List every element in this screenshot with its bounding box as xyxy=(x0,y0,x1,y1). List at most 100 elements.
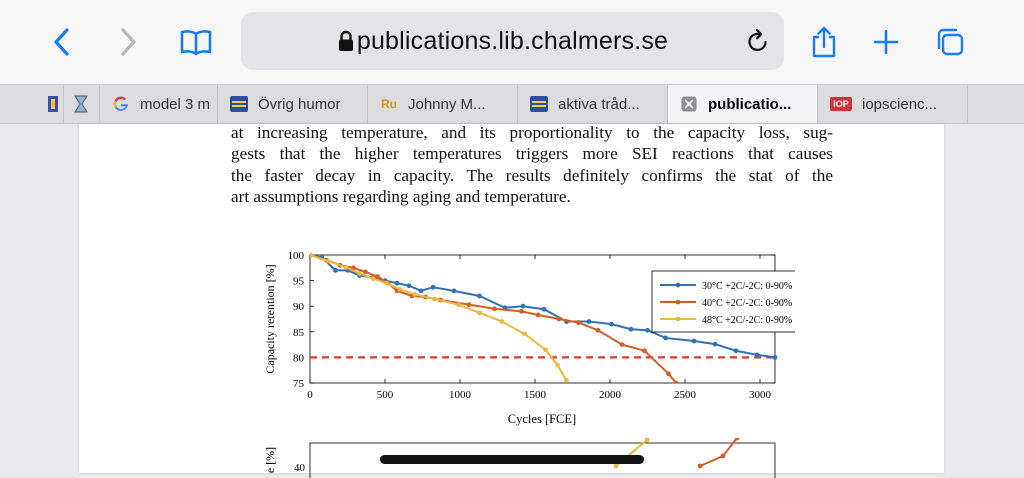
capacity-retention-chart: 0 500 1000 1500 2000 2500 3000 75 80 85 90 95 100 Ca… xyxy=(263,250,795,426)
paragraph-line: the faster decay in capacity. The result… xyxy=(231,165,833,185)
tab-bar: model 3 m Övrig humor Ru Johnny M... akt… xyxy=(0,84,1024,124)
data-point xyxy=(691,338,697,344)
data-point xyxy=(666,371,671,377)
tab-label: iopscienc... xyxy=(862,95,938,113)
x-tick-label: 3000 xyxy=(749,389,772,401)
data-point xyxy=(586,319,592,324)
data-point xyxy=(432,296,437,302)
series-line xyxy=(310,254,568,381)
legend-marker xyxy=(675,282,681,288)
tabs-icon xyxy=(937,28,964,56)
data-point xyxy=(564,378,569,383)
y-tick-label: 80 xyxy=(293,352,305,364)
legend-label: 40°C +2C/-2C: 0-90% xyxy=(702,298,792,309)
legend: 30°C +2C/-2C: 0-90% 40°C +2C/-2C: 0-90% 48… xyxy=(651,270,795,333)
lock-icon xyxy=(339,30,353,51)
tab-label: Övrig humor xyxy=(258,95,341,113)
tab-johnny[interactable]: Ru Johnny M... xyxy=(368,85,518,123)
address-bar[interactable]: publications.lib.chalmers.se xyxy=(241,12,784,70)
close-icon[interactable] xyxy=(680,95,698,113)
y-axis-label: Capacity retention [%] xyxy=(263,264,277,373)
tab-ovrig-humor[interactable]: Övrig humor xyxy=(218,85,368,123)
tab-label: aktiva tråd... xyxy=(558,95,640,113)
data-point xyxy=(613,463,619,469)
share-icon xyxy=(812,26,836,58)
data-point xyxy=(520,303,526,309)
data-point xyxy=(451,288,457,294)
x-tick-label: 1000 xyxy=(449,389,472,401)
data-point xyxy=(406,283,412,289)
data-point xyxy=(397,286,403,292)
data-point xyxy=(712,341,718,347)
y-tick-label: 40 xyxy=(294,462,306,474)
series-line xyxy=(699,438,738,467)
forum-icon xyxy=(530,95,548,113)
data-point xyxy=(535,312,541,318)
tab-aktiva-tradar[interactable]: aktiva tråd... xyxy=(518,85,668,123)
google-icon xyxy=(112,95,130,113)
data-point xyxy=(673,380,679,383)
data-point xyxy=(418,288,424,294)
paragraph-line: art assumptions regarding aging and temp… xyxy=(231,186,571,206)
plot-frame xyxy=(309,442,776,478)
tab-google[interactable]: model 3 m xyxy=(100,85,218,123)
new-tab-button[interactable] xyxy=(864,20,908,64)
data-point xyxy=(343,264,349,270)
y-tick-label: 85 xyxy=(293,327,305,339)
x-tick-label: 2500 xyxy=(674,389,697,401)
x-tick-label: 500 xyxy=(377,389,394,401)
data-point xyxy=(576,320,581,325)
tab-iopscience[interactable]: IOP iopscienc... xyxy=(818,85,968,123)
data-point xyxy=(375,274,380,279)
data-point xyxy=(663,335,668,341)
data-point xyxy=(733,348,739,354)
book-icon xyxy=(180,30,212,56)
data-point xyxy=(325,258,331,264)
bookmark-icon xyxy=(44,95,62,113)
tab-publications[interactable]: publicatio... xyxy=(668,85,818,123)
x-tick-label: 2000 xyxy=(599,389,622,401)
forward-button[interactable] xyxy=(105,20,149,64)
chevron-left-icon xyxy=(54,28,69,56)
data-point xyxy=(477,310,482,316)
data-point xyxy=(754,352,760,358)
tab-overview-button[interactable] xyxy=(928,20,972,64)
back-button[interactable] xyxy=(41,20,85,64)
data-point xyxy=(541,306,547,312)
data-point xyxy=(370,276,376,281)
data-point xyxy=(543,347,548,353)
tab-label: model 3 m xyxy=(140,95,211,113)
data-point xyxy=(619,342,625,347)
legend-label: 48°C +2C/-2C: 0-90% xyxy=(702,315,792,326)
data-point xyxy=(363,269,368,275)
browser-toolbar: publications.lib.chalmers.se xyxy=(0,0,1024,84)
x-axis-label: Cycles [FCE] xyxy=(508,412,576,426)
ru-icon: Ru xyxy=(381,97,397,111)
hourglass-icon xyxy=(72,95,90,113)
legend-label: 30°C +2C/-2C: 0-90% xyxy=(702,281,792,292)
data-point xyxy=(556,316,562,322)
x-tick-label: 0 xyxy=(307,389,313,401)
data-point xyxy=(697,463,703,469)
y-tick-label: 75 xyxy=(293,378,305,390)
tab-bookmark[interactable] xyxy=(36,85,64,123)
data-point xyxy=(456,302,461,308)
share-button[interactable] xyxy=(802,20,846,64)
tab-hourglass[interactable] xyxy=(64,85,100,123)
reload-icon[interactable] xyxy=(746,28,770,54)
paragraph-line: at increasing temperature, and its propo… xyxy=(231,123,833,142)
bookmarks-button[interactable] xyxy=(174,20,218,64)
forum-icon xyxy=(230,95,248,113)
data-point xyxy=(394,280,400,286)
body-paragraph: at increasing temperature, and its propo… xyxy=(231,122,833,207)
y-tick-label: 95 xyxy=(293,276,305,288)
data-point xyxy=(628,326,634,332)
tab-label: Johnny M... xyxy=(408,95,486,113)
data-point xyxy=(351,265,356,271)
data-point xyxy=(333,267,338,273)
y-tick-label: 90 xyxy=(293,301,305,313)
home-indicator[interactable] xyxy=(380,455,644,464)
data-point xyxy=(734,438,740,441)
data-point xyxy=(720,453,726,459)
data-point xyxy=(499,319,505,324)
